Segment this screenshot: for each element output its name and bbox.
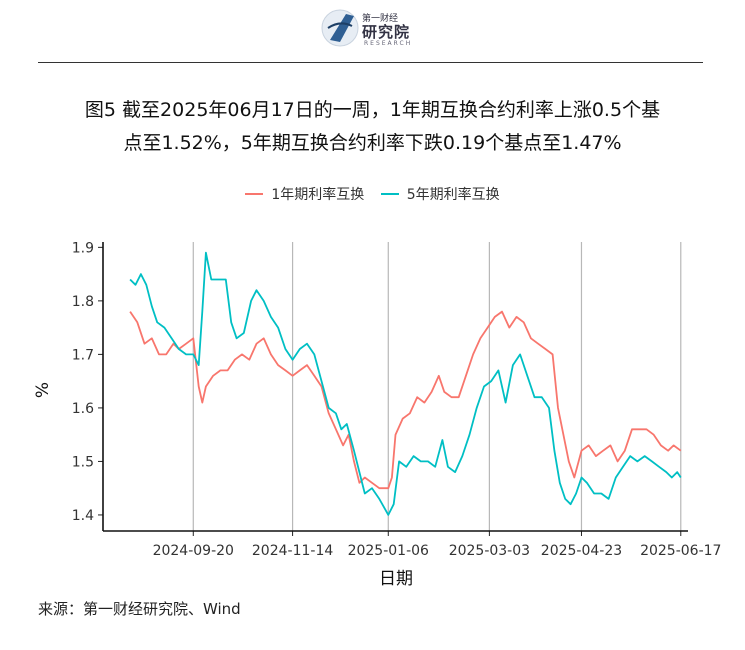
y-tick-label: 1.8 — [72, 294, 94, 310]
header-divider — [38, 62, 703, 63]
legend-item-1y: 1年期利率互换 — [245, 184, 364, 204]
logo-text-cn: 第一财经 — [362, 14, 399, 24]
source-note: 来源：第一财经研究院、Wind — [38, 600, 241, 618]
legend-label-5y: 5年期利率互换 — [406, 187, 500, 203]
legend-swatch-1y — [245, 193, 264, 195]
series-line-1y-swap — [129, 310, 682, 490]
series-line-5y-swap — [129, 251, 682, 516]
x-tick-label: 2024-09-20 — [153, 543, 234, 559]
x-tick-label: 2024-11-14 — [252, 543, 333, 559]
logo-text-en: RESEARCH — [364, 40, 413, 47]
series-layer — [129, 251, 682, 516]
y-tick-label: 1.9 — [72, 240, 94, 256]
y-tick-label: 1.7 — [72, 347, 94, 363]
x-tick-label: 2025-06-17 — [640, 543, 721, 559]
logo-text-main: 研究院 — [362, 23, 411, 41]
y-tick-label: 1.4 — [72, 508, 94, 524]
axis-layer: 2024-09-20 2024-11-14 2025-01-06 2025-03-03… — [72, 240, 722, 559]
x-axis-label: 日期 — [379, 569, 413, 589]
logo: 第一财经 研究院 RESEARCH — [318, 6, 428, 50]
y-tick-label: 1.5 — [72, 454, 94, 470]
rate-swap-chart: 2024-09-20 2024-11-14 2025-01-06 2025-03-03… — [33, 240, 722, 589]
chart-legend: 1年期利率互换 5年期利率互换 — [0, 183, 745, 204]
grid-layer — [192, 242, 682, 531]
figure-title-line2: 点至1.52%，5年期互换合约利率下跌0.19个基点至1.47% — [123, 132, 622, 154]
legend-label-1y: 1年期利率互换 — [271, 187, 365, 203]
x-tick-label: 2025-01-06 — [348, 543, 429, 559]
y-tick-label: 1.6 — [72, 401, 94, 417]
figure-title-line1: 图5 截至2025年06月17日的一周，1年期互换合约利率上涨0.5个基 — [84, 99, 661, 121]
legend-item-5y: 5年期利率互换 — [380, 184, 500, 204]
logo-mark — [321, 9, 359, 47]
y-axis-label: % — [33, 382, 53, 398]
x-tick-label: 2025-03-03 — [449, 543, 530, 559]
legend-swatch-5y — [380, 193, 399, 195]
x-tick-label: 2025-04-23 — [541, 543, 622, 559]
